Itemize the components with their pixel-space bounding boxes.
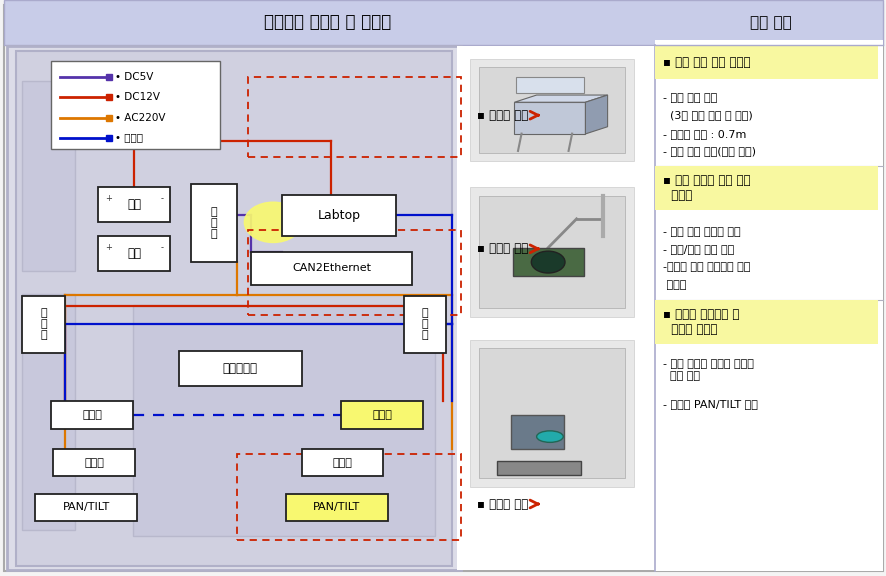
Bar <box>179 351 301 386</box>
Text: - 실내 후방 벽면에 고정: - 실내 후방 벽면에 고정 <box>663 226 741 237</box>
Bar <box>97 236 170 271</box>
Bar <box>285 494 387 521</box>
Bar <box>237 454 461 540</box>
Text: ▪ 테이블 설치: ▪ 테이블 설치 <box>477 109 528 122</box>
Bar <box>470 340 633 487</box>
Text: 전원: 전원 <box>127 247 141 260</box>
Bar <box>22 294 75 530</box>
Ellipse shape <box>536 431 563 442</box>
Bar <box>133 305 434 536</box>
Text: 제
어
기: 제 어 기 <box>40 309 47 340</box>
Bar <box>97 187 170 222</box>
Bar <box>51 61 220 149</box>
Text: Labtop: Labtop <box>317 209 360 222</box>
Text: 세부 내용: 세부 내용 <box>749 15 791 30</box>
Bar <box>35 494 137 521</box>
Text: -: - <box>160 194 163 203</box>
Bar <box>4 0 882 45</box>
Ellipse shape <box>244 202 301 242</box>
Text: • DC5V: • DC5V <box>115 72 153 82</box>
Text: (3열 시트 제거 후 설치): (3열 시트 제거 후 설치) <box>663 110 752 120</box>
Text: 서험차량 개조안 및 배선도: 서험차량 개조안 및 배선도 <box>263 13 391 32</box>
Text: 제
어
기: 제 어 기 <box>421 309 428 340</box>
Text: - 전동식 PAN/TILT 장착: - 전동식 PAN/TILT 장착 <box>663 399 758 410</box>
Bar <box>7 46 461 570</box>
Bar <box>301 449 383 476</box>
Bar <box>478 196 625 308</box>
Bar <box>478 348 625 478</box>
Text: +: + <box>105 194 112 203</box>
Ellipse shape <box>531 251 564 273</box>
Text: • DC12V: • DC12V <box>115 92 160 103</box>
Bar <box>403 296 446 353</box>
Bar <box>654 45 877 79</box>
Bar <box>654 40 882 571</box>
Text: ▪ 레이더 지그: ▪ 레이더 지그 <box>477 498 528 510</box>
Bar <box>22 296 65 353</box>
Text: ▪ 시험 장비 고정 장치용: ▪ 시험 장비 고정 장치용 <box>663 56 750 69</box>
Bar <box>496 461 580 475</box>
Bar <box>190 184 237 262</box>
Bar <box>512 248 583 276</box>
Text: 인
버
터: 인 버 터 <box>210 207 217 239</box>
Bar <box>248 230 461 315</box>
Text: 카메라: 카메라 <box>82 410 102 420</box>
Text: -: - <box>160 243 163 252</box>
Text: PAN/TILT: PAN/TILT <box>313 502 360 513</box>
Text: - 좌우/수직 이동 가능: - 좌우/수직 이동 가능 <box>663 244 734 254</box>
Text: - 시트 홀에 설치(이동 가능): - 시트 홀에 설치(이동 가능) <box>663 146 756 156</box>
Text: 레이더: 레이더 <box>84 457 104 468</box>
Text: 전원: 전원 <box>127 198 141 211</box>
Bar <box>16 51 452 566</box>
Bar <box>282 195 395 236</box>
Text: -트렁크 도어 여닫을때 간섭: -트렁크 도어 여닫을때 간섭 <box>663 262 750 272</box>
Bar <box>654 300 877 344</box>
Text: ▪ 레이더 부착정보 및
  정확도 측정용: ▪ 레이더 부착정보 및 정확도 측정용 <box>663 308 739 336</box>
Bar <box>341 401 423 429</box>
Text: CAN2Ethernet: CAN2Ethernet <box>291 263 371 274</box>
Bar <box>51 401 133 429</box>
Bar <box>22 81 75 271</box>
Text: ▪ 감지 차량의 비전 정보
  수집용: ▪ 감지 차량의 비전 정보 수집용 <box>663 174 750 202</box>
Bar <box>251 252 412 285</box>
Bar <box>53 449 135 476</box>
Bar <box>248 77 461 157</box>
Text: 최소화: 최소화 <box>663 280 686 290</box>
Text: 에뮬레이터: 에뮬레이터 <box>222 362 258 375</box>
Text: PAN/TILT: PAN/TILT <box>63 502 110 513</box>
Polygon shape <box>585 95 607 134</box>
Text: +: + <box>105 243 112 252</box>
Bar <box>456 46 654 570</box>
Bar <box>470 59 633 161</box>
Text: 레이더: 레이더 <box>332 457 352 468</box>
Text: • 신호선: • 신호선 <box>115 132 144 143</box>
Bar <box>470 187 633 317</box>
Text: - 테이블 높이 : 0.7m: - 테이블 높이 : 0.7m <box>663 128 746 139</box>
Polygon shape <box>514 103 585 134</box>
Text: - 차량 외부에 탈부착 가능한
  지그 제작: - 차량 외부에 탈부착 가능한 지그 제작 <box>663 359 753 381</box>
Bar <box>516 77 583 93</box>
Text: ▪ 카메라 설치: ▪ 카메라 설치 <box>477 242 528 255</box>
Bar <box>478 67 625 153</box>
Text: - 실내 책상 제작: - 실내 책상 제작 <box>663 93 717 103</box>
Text: • AC220V: • AC220V <box>115 112 166 123</box>
Bar <box>654 166 877 210</box>
Polygon shape <box>514 95 607 103</box>
Bar <box>510 415 563 449</box>
Text: 카메라: 카메라 <box>372 410 392 420</box>
